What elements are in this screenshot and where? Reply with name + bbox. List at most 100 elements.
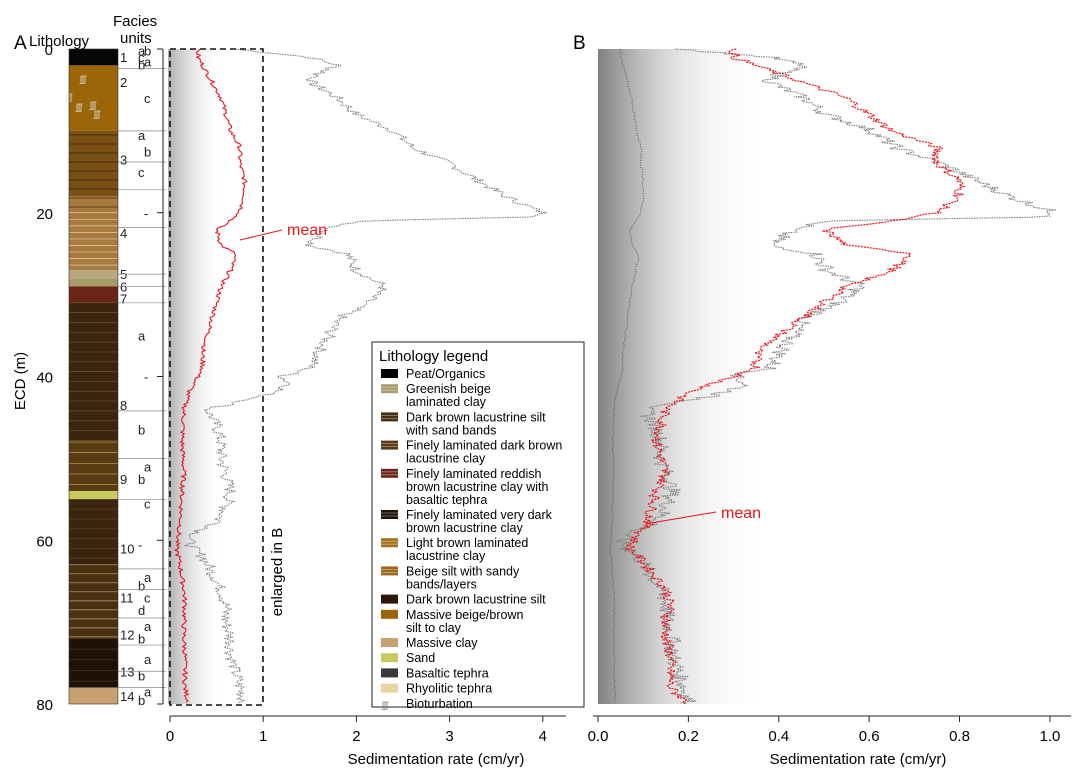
y-axis-tick-label: 40 xyxy=(36,370,53,387)
lithology-layer-2 xyxy=(69,130,118,197)
legend-swatch xyxy=(381,668,398,678)
facies-subunit-a: a xyxy=(138,128,146,143)
legend-swatch xyxy=(381,683,398,693)
legend-swatch xyxy=(381,594,398,604)
facies-unit-14: 14 xyxy=(120,689,134,704)
legend-swatch xyxy=(381,384,398,394)
panel-b-x-tick-label: 0.4 xyxy=(768,728,789,745)
facies-subunit-b: b xyxy=(138,578,145,593)
panel-b-letter: B xyxy=(573,33,586,54)
facies-subunit-b: b xyxy=(144,44,151,59)
facies-unit-13: 13 xyxy=(120,664,134,679)
facies-subunit--: - xyxy=(138,537,142,552)
panel-b-plot xyxy=(598,48,1056,705)
facies-subunit-a: a xyxy=(144,54,152,69)
facies-unit-9: 9 xyxy=(120,472,127,487)
legend-swatch xyxy=(381,369,398,378)
facies-subunit-c: c xyxy=(138,50,145,65)
panel-a-spread-series xyxy=(184,48,547,704)
y-axis-tick-label: 80 xyxy=(36,697,53,714)
lithology-layer-9 xyxy=(69,491,118,500)
facies-unit-7: 7 xyxy=(120,292,127,307)
lithology-layer-6 xyxy=(69,286,118,303)
facies-unit-1: 1 xyxy=(120,50,127,65)
lithology-layer-8 xyxy=(69,442,118,492)
panel-a-x-tick-label: 3 xyxy=(445,728,453,745)
legend-item-label: Sand xyxy=(406,651,435,665)
bioturbation-symbol: ʃʃʃ xyxy=(75,102,83,112)
panel-b-mean-label: mean xyxy=(721,505,761,522)
facies-header-2: units xyxy=(120,30,152,47)
facies-subunit-a: a xyxy=(144,685,152,700)
panel-a-x-tick-label: 0 xyxy=(166,728,174,745)
legend-item-label: Basaltic tephra xyxy=(406,666,489,680)
facies-subunit--: - xyxy=(144,370,148,385)
legend-item-label: brown lacustrine clay with xyxy=(406,480,548,494)
panel-b-x-tick-label: 0.6 xyxy=(859,728,880,745)
lithology-layer-1 xyxy=(69,65,118,131)
facies-subunit-b: b xyxy=(138,423,145,438)
panel-b-x-axis-title: Sedimentation rate (cm/yr) xyxy=(770,751,947,768)
legend-item-label: Massive beige/brown xyxy=(406,608,523,622)
bioturbation-symbol: ʃʃʃ xyxy=(79,74,87,84)
legend-item-label: lacustrine clay xyxy=(406,549,486,563)
panel-a-x-tick-label: 1 xyxy=(259,728,267,745)
facies-subunit-a: a xyxy=(144,570,152,585)
lithology-layer-0 xyxy=(69,49,118,66)
facies-subunit-b: b xyxy=(138,58,145,73)
panel-b-x-tick-label: 0.2 xyxy=(678,728,699,745)
legend-item-label: Beige silt with sandy xyxy=(406,564,520,578)
y-axis-tick-label: 0 xyxy=(45,42,53,59)
panel-b-mean-series xyxy=(625,48,966,705)
panel-a-x-tick-label: 2 xyxy=(352,728,360,745)
panel-a-x-tick-label: 4 xyxy=(539,728,547,745)
legend-frame xyxy=(371,341,585,708)
facies-subunit-a: a xyxy=(144,619,152,634)
facies-unit-8: 8 xyxy=(120,398,127,413)
legend-item-label: Peat/Organics xyxy=(406,367,485,381)
facies-unit-11: 11 xyxy=(120,591,134,606)
legend-item-label: Light brown laminated xyxy=(406,536,528,550)
panel-a-mean-series xyxy=(173,48,248,703)
facies-unit-5: 5 xyxy=(120,267,127,282)
legend-item-label: Massive clay xyxy=(406,636,478,650)
legend-item-label: Finely laminated reddish xyxy=(406,467,542,481)
panel-b-x-tick-label: 0.0 xyxy=(588,728,609,745)
enlarged-region-box xyxy=(169,48,264,706)
panel-a-x-axis-title: Sedimentation rate (cm/yr) xyxy=(348,751,525,768)
legend-item-label: Dark brown lacustrine silt xyxy=(406,593,546,607)
lithology-column-frame xyxy=(68,48,119,705)
legend-swatch xyxy=(381,566,398,576)
legend-item-label: lacustrine clay xyxy=(406,452,486,466)
panel-b-axes: 0.0 0.2 0.4 0.6 0.8 1.0 xyxy=(588,715,1071,745)
panel-a-letter: A xyxy=(14,33,27,54)
legend-swatch xyxy=(381,510,398,519)
enlarged-in-b-label: enlarged in B xyxy=(269,528,286,616)
lithology-layer-3 xyxy=(69,196,118,271)
legend-item-label: basaltic tephra xyxy=(406,493,487,507)
lithology-layer-4 xyxy=(69,270,118,279)
facies-subunit-b: b xyxy=(138,472,145,487)
facies-header-1: Facies xyxy=(113,13,157,30)
legend-item-label: Finely laminated very dark xyxy=(406,508,553,522)
legend-swatch xyxy=(381,609,398,619)
facies-unit-6: 6 xyxy=(120,279,127,294)
bioturbation-symbol: ʃʃʃ xyxy=(89,100,97,110)
facies-subunit-d: d xyxy=(138,603,145,618)
facies-subunit--: - xyxy=(144,206,148,221)
lithology-header: Lithology xyxy=(29,33,90,50)
facies-subunit-b: b xyxy=(144,144,151,159)
lithology-layer-13 xyxy=(69,687,118,704)
bioturbation-symbol: ʃʃʃ xyxy=(93,109,101,119)
y-axis-tick-label: 20 xyxy=(36,206,53,223)
lithology-layer-11 xyxy=(69,564,118,639)
legend-item-label: bands/layers xyxy=(406,577,477,591)
panel-a-mean-pointer xyxy=(239,229,283,241)
legend-title: Lithology legend xyxy=(379,348,488,365)
legend-item-label: Dark brown lacustrine silt xyxy=(406,410,546,424)
legend-item-label: with sand bands xyxy=(405,423,496,437)
lithology-layer-7 xyxy=(69,302,118,442)
